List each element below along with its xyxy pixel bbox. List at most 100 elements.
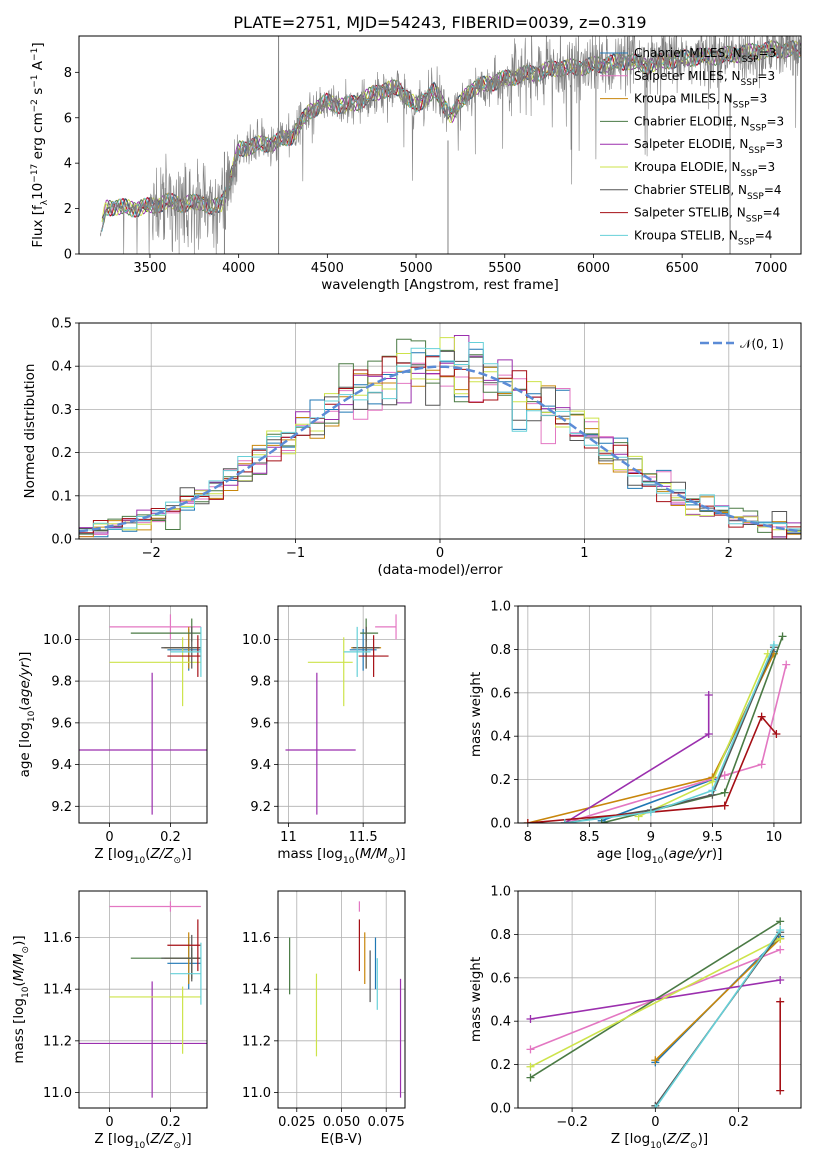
y-tick-label: 11.2 <box>43 1034 72 1049</box>
errorbar-salpeter-stelib <box>358 635 389 677</box>
x-tick-label: 11 <box>280 830 297 845</box>
label-part: 10 <box>134 856 146 866</box>
label-part: Z/Z <box>666 1131 691 1147</box>
normal-curve <box>79 365 799 533</box>
label-part: )] <box>11 935 27 946</box>
y-tick-label: 1.0 <box>490 885 511 900</box>
label-part: Z/Z <box>149 1131 174 1147</box>
weight-marker-salpeter-elodie <box>526 1015 535 1024</box>
legend-label-chabrier-stelib: Chabrier STELIB, NSSP=4 <box>634 183 782 202</box>
axes-frame: −2 −1 0 1 2 0.0 0.1 0.2 0.3 0.4 0.5 (data-model)/er… <box>22 317 802 578</box>
label-part: ( <box>662 1131 667 1147</box>
errorbar-kroupa-stelib <box>170 626 202 677</box>
plot-area <box>526 917 785 1108</box>
label-part: )] <box>712 846 723 862</box>
axes-frame: 0 0.211.011.211.411.6Z [log10(Z/Z⊙)]mass … <box>11 890 208 1151</box>
axes-border <box>277 890 406 1109</box>
subscript: SSP <box>746 215 763 225</box>
x-tick-label: 0.2 <box>728 1115 749 1130</box>
x-axis-label: mass [log10(M/M⊙)] <box>277 846 405 866</box>
x-tick-label: 11.5 <box>349 830 378 845</box>
weight-marker-salpeter-elodie <box>776 975 785 984</box>
weight-marker-salpeter-stelib <box>720 801 729 810</box>
weight-marker-salpeter-miles <box>782 660 791 669</box>
y-axis-label: Normed distribution <box>22 364 38 499</box>
y-tick-label: 11.6 <box>43 931 72 946</box>
weight-marker-kroupa-stelib <box>769 641 778 650</box>
weight-marker-salpeter-miles <box>757 760 766 769</box>
x-tick-label: −1 <box>286 546 305 561</box>
x-tick-label: 9 <box>647 830 655 845</box>
x-axis-label: Z [log10(Z/Z⊙)] <box>94 846 191 866</box>
x-tick-label: 0.2 <box>160 830 181 845</box>
age-vs-mass-panel: 11 11.5 9.2 9.4 9.6 9.8 10.0 mass [log10(M/M⊙)] <box>242 605 406 866</box>
weight-line-kroupa-elodie <box>638 653 769 818</box>
x-tick-label: 0.050 <box>323 1115 360 1130</box>
errorbar-salpeter-miles <box>375 614 397 640</box>
y-tick-label: 0.2 <box>490 773 511 788</box>
y-tick-label: 8 <box>64 66 72 81</box>
histogram-chabrier-stelib <box>79 350 801 534</box>
errorbar-kroupa-stelib <box>343 626 371 677</box>
y-tick-label: 0.2 <box>490 1058 511 1073</box>
x-tick-label: 0.075 <box>368 1115 405 1130</box>
axes-border <box>517 890 802 1109</box>
plot-area <box>289 901 402 1098</box>
y-axis-label: mass weight <box>468 672 484 757</box>
x-axis-label: (data-model)/error <box>377 562 503 578</box>
label-part: ( <box>17 705 33 710</box>
label-part: ( <box>354 846 359 862</box>
label-part: mass weight <box>468 957 484 1042</box>
weight-marker-salpeter-miles <box>526 1045 535 1054</box>
axes-border <box>517 605 802 824</box>
y-tick-label: 0.2 <box>51 446 72 461</box>
x-tick-label: 1 <box>580 546 588 561</box>
observed-spectrum <box>100 36 801 254</box>
x-axis-label: E(B-V) <box>321 1131 363 1147</box>
y-tick-label: 0.4 <box>51 360 72 375</box>
figure-title: PLATE=2751, MJD=54243, FIBERID=0039, z=0… <box>233 13 646 32</box>
label-part: ⊙ <box>174 1141 182 1151</box>
weight-marker-salpeter-elodie <box>704 730 713 739</box>
y-tick-label: 6 <box>64 111 72 126</box>
y-axis-label: mass weight <box>468 957 484 1042</box>
x-axis-label: Z [log10(Z/Z⊙)] <box>611 1131 708 1151</box>
label-part: erg cm <box>30 112 46 163</box>
x-tick-label: −2 <box>142 546 161 561</box>
y-tick-label: 9.4 <box>51 758 72 773</box>
weight-marker-salpeter-stelib <box>776 1086 785 1095</box>
label-part: ⊙ <box>690 1141 698 1151</box>
age-vs-metallicity-panel: 0 0.29.29.49.69.810.0Z [log10(Z/Z⊙)]age [… <box>17 605 208 866</box>
label-part: Z/Z <box>149 846 174 862</box>
label-part: 10 <box>343 856 355 866</box>
plot-area <box>79 335 801 539</box>
weight-marker-kroupa-stelib <box>560 819 569 823</box>
x-tick-label: 0.025 <box>278 1115 315 1130</box>
errorbar-salpeter-elodie <box>79 981 207 1098</box>
y-axis-label: age [log10(age/yr)] <box>17 652 37 778</box>
label-part: M/M <box>360 846 388 862</box>
label-part: mass weight <box>468 672 484 757</box>
label-part: Flux [f <box>30 204 46 248</box>
weight-marker-chabrier-elodie <box>778 632 787 641</box>
weight-marker-kroupa-stelib <box>708 786 717 795</box>
axes-frame: 11 11.5 9.2 9.4 9.6 9.8 10.0 mass [log10(M/M⊙)] <box>242 605 406 866</box>
subscript: SSP <box>741 78 758 88</box>
weight-line-salpeter-elodie <box>564 695 710 823</box>
x-tick-label: 10 <box>766 830 783 845</box>
y-tick-label: 0.4 <box>490 1015 511 1030</box>
x-tick-label: 9.5 <box>702 830 723 845</box>
label-part: ⊙ <box>174 856 182 866</box>
label-part: ( <box>145 1131 150 1147</box>
y-tick-label: 0.0 <box>490 817 511 832</box>
label-part: −1 <box>30 74 40 87</box>
label-part: ( <box>11 981 27 986</box>
y-tick-label: 0.6 <box>490 686 511 701</box>
legend-label-salpeter-elodie: Salpeter ELODIE, NSSP=3 <box>634 137 783 156</box>
label-part: )] <box>698 1131 709 1147</box>
label-part: ( <box>663 846 668 862</box>
y-tick-label: 9.8 <box>250 675 271 690</box>
label-part: )] <box>181 846 192 862</box>
label-part: −17 <box>30 164 40 183</box>
